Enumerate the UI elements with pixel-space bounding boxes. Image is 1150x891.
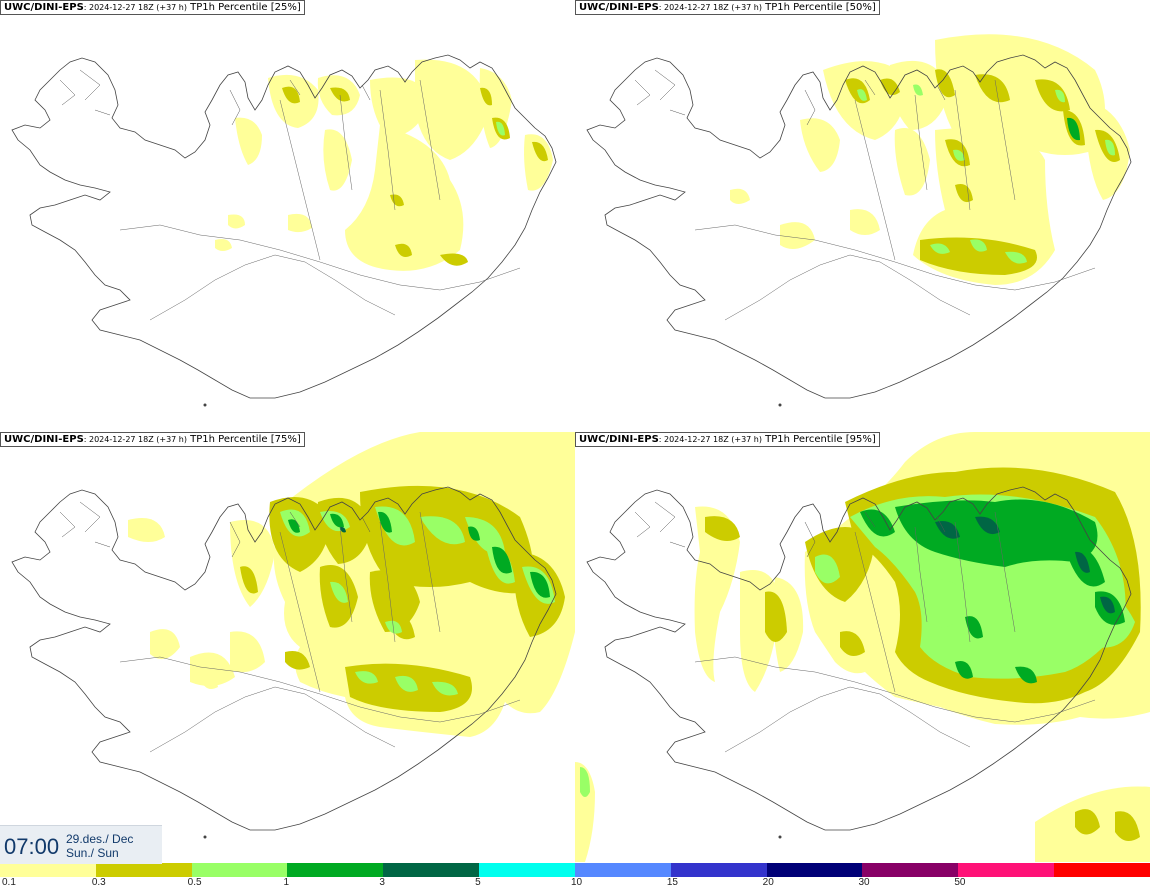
panel-title: UWC/DINI-EPS: 2024-12-27 18Z (+37 h) TP1… [575, 0, 880, 15]
precip-map-p50 [586, 34, 1132, 407]
legend-swatch [766, 863, 863, 877]
precip-map-p95 [575, 432, 1150, 862]
legend-swatch [383, 863, 480, 877]
legend-tick-label: 0.1 [2, 877, 16, 888]
legend-swatch [1054, 863, 1150, 877]
valid-date-line1: 29.des./ Dec [66, 832, 134, 846]
legend-ticks: 0.1 0.3 0.5 1 3 5 10 15 20 30 50 [0, 877, 1150, 891]
legend-swatch [670, 863, 767, 877]
map-panel-p50: UWC/DINI-EPS: 2024-12-27 18Z (+37 h) TP1… [575, 0, 1150, 430]
legend-tick-label: 5 [475, 877, 481, 888]
legend-tick-label: 3 [379, 877, 385, 888]
legend-swatch [479, 863, 575, 877]
legend-tick-label: 15 [666, 877, 678, 888]
precip-map-p25 [11, 54, 557, 407]
legend-colorbar [0, 863, 1150, 877]
panel-title: UWC/DINI-EPS: 2024-12-27 18Z (+37 h) TP1… [0, 0, 305, 15]
legend-tick-label: 10 [571, 877, 583, 888]
valid-time: 07:00 [4, 834, 60, 859]
map-panel-p25: UWC/DINI-EPS: 2024-12-27 18Z (+37 h) TP1… [0, 0, 575, 430]
legend-tick-label: 1 [283, 877, 290, 888]
legend-swatch [862, 863, 959, 877]
legend-tick-label: 0.3 [91, 877, 106, 888]
legend-tick-label: 0.5 [187, 877, 202, 888]
legend-tick-label: 30 [858, 877, 870, 888]
legend-tick-label: 20 [762, 877, 774, 888]
valid-date-line2: Sun./ Sun [66, 846, 119, 860]
legend-swatch [958, 863, 1055, 877]
map-panel-p95: UWC/DINI-EPS: 2024-12-27 18Z (+37 h) TP1… [575, 432, 1150, 862]
map-panel-p75: UWC/DINI-EPS: 2024-12-27 18Z (+37 h) TP1… [0, 432, 575, 862]
panel-title: UWC/DINI-EPS: 2024-12-27 18Z (+37 h) TP1… [575, 432, 880, 447]
valid-time-box: 07:00 29.des./ Dec Sun./ Sun [0, 825, 162, 864]
legend-swatch [191, 863, 288, 877]
legend-swatch [95, 863, 192, 877]
legend-tick-label: 50 [954, 877, 966, 888]
legend-swatch [574, 863, 671, 877]
legend-swatch [0, 863, 96, 877]
precip-map-p75 [11, 432, 575, 839]
panel-title: UWC/DINI-EPS: 2024-12-27 18Z (+37 h) TP1… [0, 432, 305, 447]
valid-date: 29.des./ Dec Sun./ Sun [66, 832, 133, 860]
legend-swatch [287, 863, 384, 877]
